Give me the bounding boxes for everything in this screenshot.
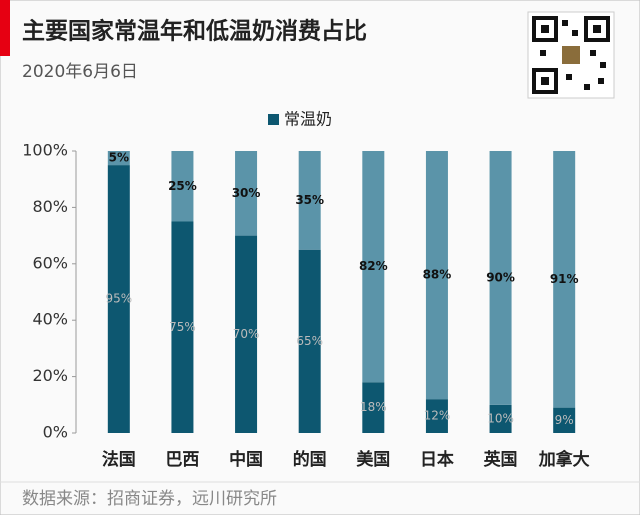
data-label: 12% xyxy=(424,409,451,423)
y-tick-label: 40% xyxy=(32,310,68,329)
source-note: 数据来源：招商证券，远川研究所 xyxy=(22,489,277,509)
y-tick-label: 0% xyxy=(43,423,68,442)
bar-segment xyxy=(171,221,194,433)
x-tick-label: 日本 xyxy=(420,449,454,470)
bar-segment xyxy=(489,151,512,405)
data-label: 70% xyxy=(233,327,260,341)
data-label: 90% xyxy=(486,270,515,284)
y-tick-label: 20% xyxy=(32,366,68,385)
legend-label: 常温奶 xyxy=(284,110,332,129)
bar-segment xyxy=(235,151,258,236)
accent-bar xyxy=(0,0,10,56)
data-label: 10% xyxy=(487,411,514,425)
x-tick-label: 加拿大 xyxy=(538,449,590,470)
bar-segment xyxy=(553,151,576,408)
bar-segment xyxy=(171,151,194,222)
data-label: 25% xyxy=(168,179,197,193)
data-label: 88% xyxy=(423,268,452,282)
data-label: 75% xyxy=(169,320,196,334)
bar-segment xyxy=(362,151,385,383)
bar-segment xyxy=(235,235,258,433)
x-tick-label: 巴西 xyxy=(165,450,199,470)
bar-segment xyxy=(553,407,576,433)
data-label: 95% xyxy=(105,292,132,306)
data-label: 18% xyxy=(360,400,387,414)
data-label: 9% xyxy=(555,413,574,427)
data-label: 35% xyxy=(295,193,324,207)
data-label: 91% xyxy=(550,272,579,286)
chart-subtitle: 2020年6月6日 xyxy=(22,62,138,82)
x-tick-label: 法国 xyxy=(102,449,136,470)
data-label: 30% xyxy=(232,186,261,200)
bar-segment xyxy=(298,249,321,433)
legend-swatch xyxy=(268,114,279,125)
x-tick-label: 英国 xyxy=(484,449,518,470)
y-tick-label: 100% xyxy=(22,141,68,160)
y-tick-label: 60% xyxy=(32,253,68,272)
data-label: 65% xyxy=(296,334,323,348)
y-tick-label: 80% xyxy=(32,197,68,216)
bar-segment xyxy=(425,151,448,400)
qr-code xyxy=(527,11,615,99)
data-label: 5% xyxy=(109,151,129,165)
bar-segment xyxy=(362,382,385,433)
bar-segment xyxy=(107,165,130,433)
x-tick-label: 中国 xyxy=(229,449,263,470)
bar-segment xyxy=(107,151,130,166)
bar-segment xyxy=(298,151,321,250)
x-tick-label: 的国 xyxy=(293,449,327,470)
chart-title: 主要国家常温年和低温奶消费占比 xyxy=(22,18,367,45)
data-label: 82% xyxy=(359,259,388,273)
x-tick-label: 美国 xyxy=(356,449,390,470)
bar-segment xyxy=(425,399,448,433)
bar-segment xyxy=(489,404,512,433)
